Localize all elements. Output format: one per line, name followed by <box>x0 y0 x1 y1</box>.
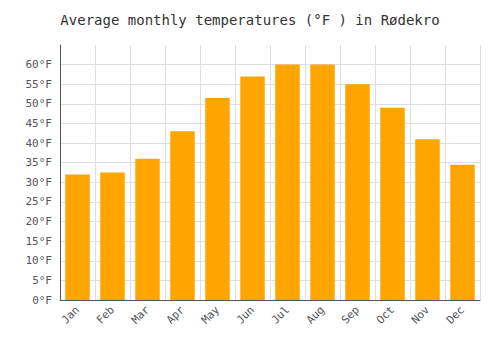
svg-text:30°F: 30°F <box>26 176 53 189</box>
svg-text:55°F: 55°F <box>26 78 53 91</box>
svg-text:Average monthly temperatures (: Average monthly temperatures (°F ) in Rø… <box>60 12 439 28</box>
svg-text:May: May <box>199 303 222 326</box>
svg-text:35°F: 35°F <box>26 156 53 169</box>
svg-text:45°F: 45°F <box>26 117 53 130</box>
svg-text:Aug: Aug <box>304 303 327 326</box>
svg-text:0°F: 0°F <box>32 294 52 307</box>
svg-text:50°F: 50°F <box>26 97 53 110</box>
svg-text:Dec: Dec <box>444 303 467 326</box>
svg-text:Apr: Apr <box>164 303 187 326</box>
svg-text:20°F: 20°F <box>26 215 53 228</box>
svg-text:15°F: 15°F <box>26 235 53 248</box>
svg-text:Feb: Feb <box>94 303 117 326</box>
svg-text:40°F: 40°F <box>26 137 53 150</box>
svg-text:25°F: 25°F <box>26 195 53 208</box>
svg-text:Jun: Jun <box>234 303 257 326</box>
svg-text:Jul: Jul <box>269 303 292 326</box>
svg-text:60°F: 60°F <box>26 58 53 71</box>
svg-text:Nov: Nov <box>409 303 432 326</box>
svg-text:Jan: Jan <box>59 303 82 326</box>
svg-text:Sep: Sep <box>339 303 362 326</box>
svg-text:10°F: 10°F <box>26 254 53 267</box>
svg-text:Oct: Oct <box>374 303 397 326</box>
svg-text:Mar: Mar <box>129 303 152 326</box>
svg-text:5°F: 5°F <box>32 274 52 287</box>
